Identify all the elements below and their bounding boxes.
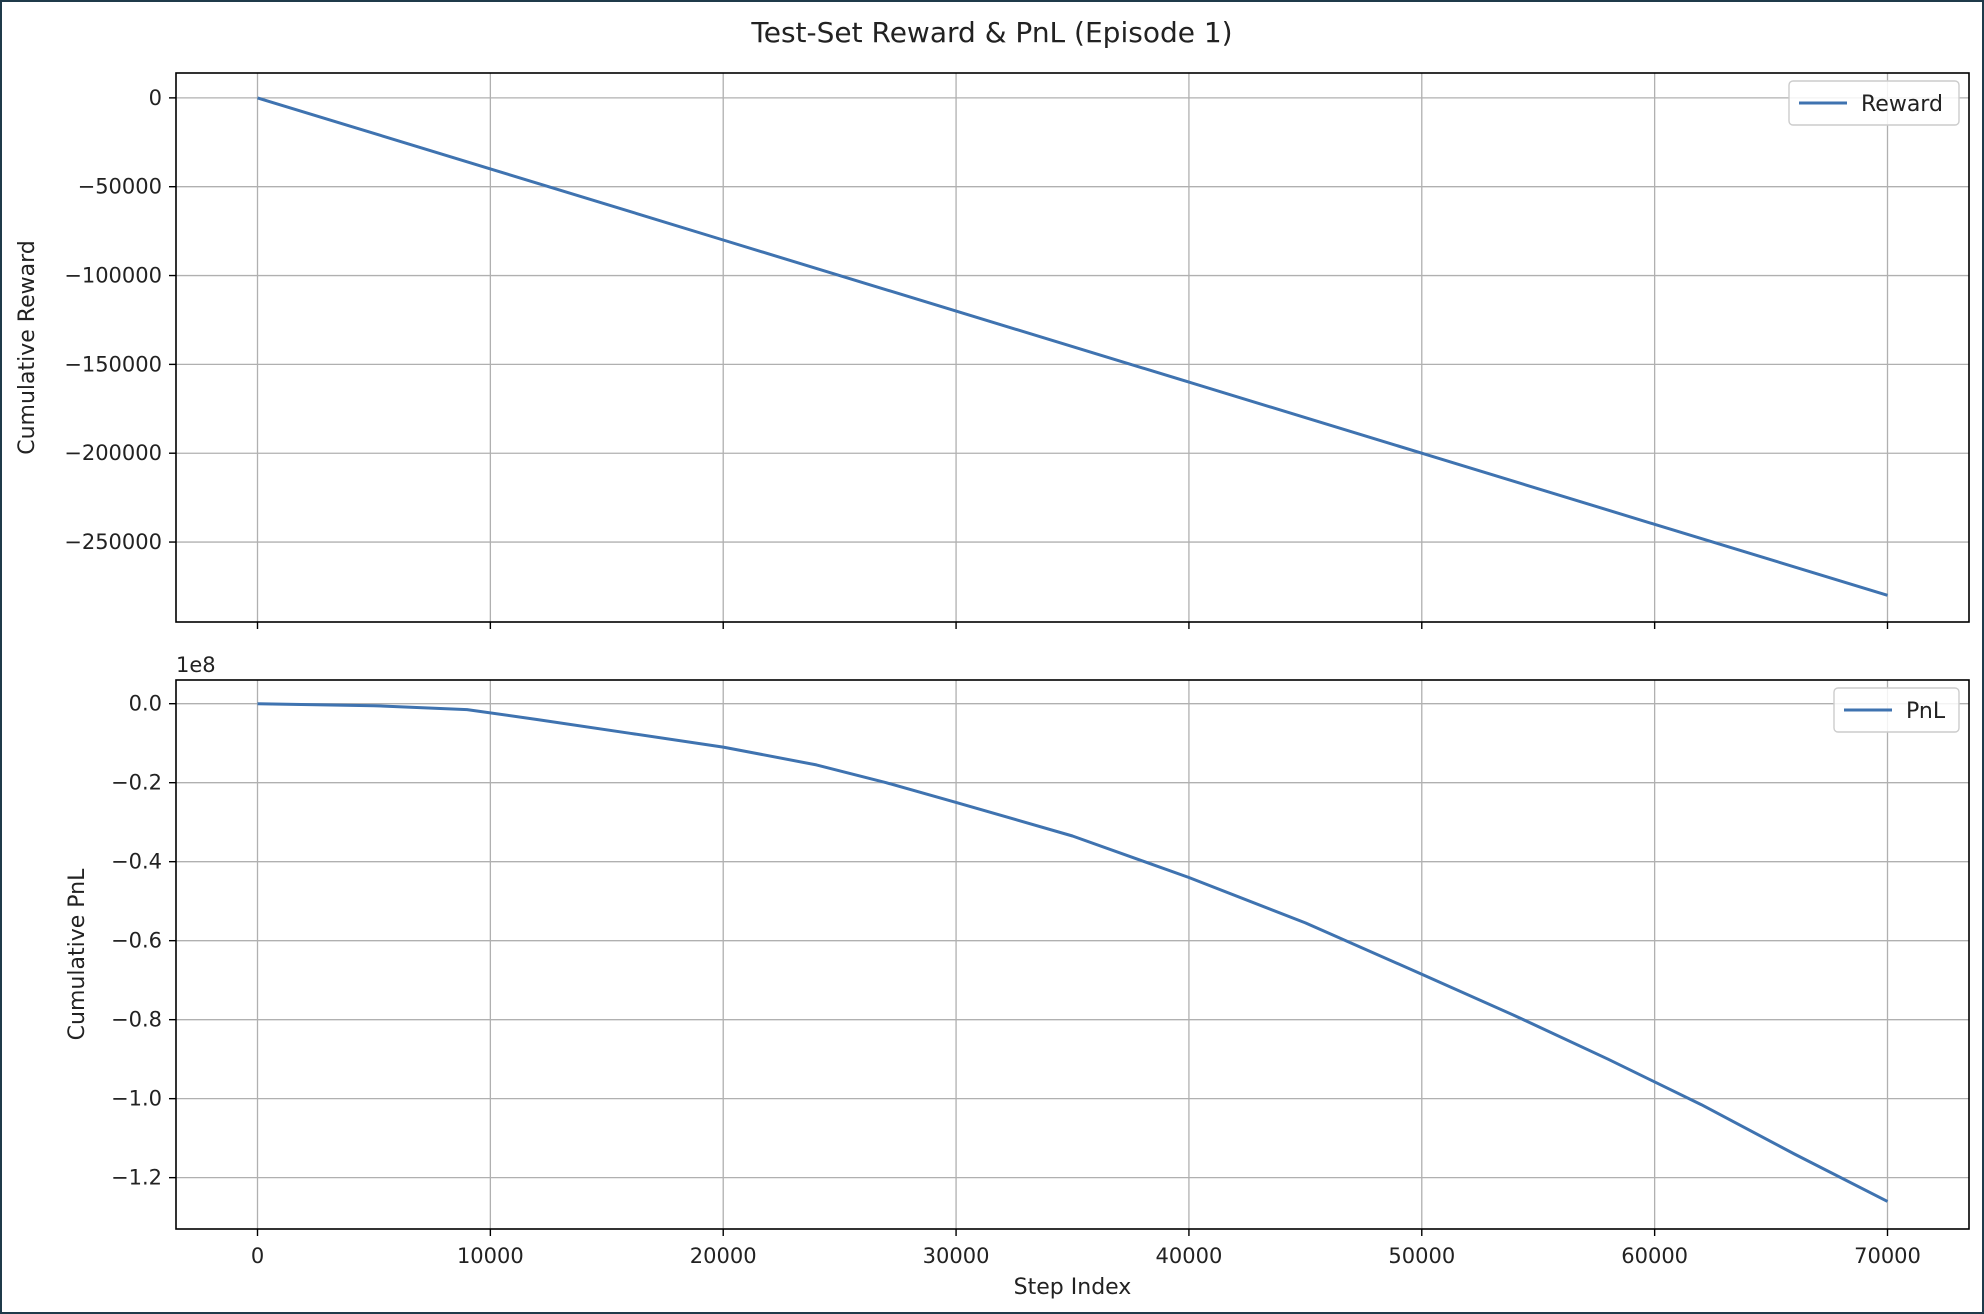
y-axis-label: Cumulative Reward (15, 240, 40, 455)
y-tick-label: −1.2 (111, 1166, 162, 1190)
plot-area-frame (175, 72, 1970, 623)
legend-label: Reward (1861, 92, 1943, 117)
series-line-pnl (257, 702, 1889, 1203)
x-axis-label: Step Index (1014, 1275, 1132, 1300)
x-tick-label: 20000 (690, 1244, 757, 1268)
chart-title: Test-Set Reward & PnL (Episode 1) (750, 16, 1232, 49)
y-tick-label: −0.4 (111, 850, 162, 874)
x-tick-label: 0 (251, 1244, 264, 1268)
x-tick-label: 60000 (1621, 1244, 1688, 1268)
y-tick-label: −200000 (64, 441, 162, 465)
legend-box (1833, 687, 1960, 733)
legend: Reward (1788, 80, 1960, 126)
x-tick-label: 40000 (1156, 1244, 1223, 1268)
x-tick-label: 30000 (923, 1244, 990, 1268)
x-tick-label: 50000 (1388, 1244, 1455, 1268)
x-tick-label: 10000 (457, 1244, 524, 1268)
panel-2: 0 10000 20000 30000 40000 50000 60000 70000 0.0 −… (65, 653, 1970, 1300)
y-tick-label: −50000 (78, 175, 162, 199)
y-tick-label: −0.8 (111, 1008, 162, 1032)
legend-box (1788, 80, 1960, 126)
y-tick-label: −1.0 (111, 1087, 162, 1111)
panel-1: 0 −50000 −100000 −150000 −200000 −250000 Cumul… (15, 72, 1970, 629)
y-tick-label: 0 (149, 86, 162, 110)
y-tick-label: −150000 (64, 352, 162, 376)
y-axis-label: Cumulative PnL (65, 868, 90, 1040)
series-line-reward (257, 96, 1888, 597)
y-tick-label: −0.6 (111, 929, 162, 953)
plot-area-frame (175, 679, 1970, 1230)
legend: PnL (1833, 687, 1960, 733)
x-tick-label: 70000 (1854, 1244, 1921, 1268)
legend-label: PnL (1906, 699, 1946, 724)
y-tick-label: −100000 (64, 264, 162, 288)
y-tick-label: −250000 (64, 530, 162, 554)
y-tick-label: 0.0 (129, 692, 162, 716)
y-tick-label: −0.2 (111, 771, 162, 795)
y-axis-offset-text: 1e8 (176, 653, 216, 677)
